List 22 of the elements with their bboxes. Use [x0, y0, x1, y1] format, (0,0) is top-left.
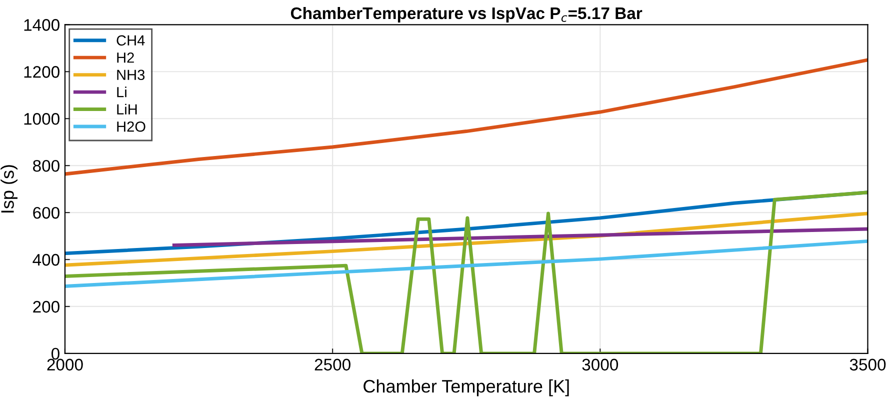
legend-label: CH4 [116, 35, 145, 46]
x-axis-title: Chamber Temperature [K] [364, 379, 569, 396]
x-tick-label: 2500 [314, 358, 350, 371]
legend-label: H2O [117, 121, 146, 132]
chart-title: ChamberTemperature vs IspVac P$_{c}$=5.17 Bar [290, 6, 642, 22]
y-axis-title: Isp (s) [0, 165, 18, 212]
y-tick-label: 0 [51, 348, 60, 360]
y-tick-label: 1400 [24, 19, 60, 31]
legend-label: H2 [117, 52, 134, 63]
y-tick-label: 1200 [24, 66, 60, 78]
y-tick-label: 600 [33, 206, 60, 219]
legend-label: Li [117, 86, 126, 98]
x-tick-label: 2000 [47, 358, 83, 371]
x-tick-label: 3000 [582, 358, 618, 371]
line-series [64, 239, 868, 288]
y-tick-label: 400 [32, 254, 60, 266]
y-tick-label: 200 [33, 300, 60, 313]
x-tick-label: 3500 [850, 358, 886, 371]
legend-label: NH3 [117, 70, 145, 80]
y-tick-label: 1000 [24, 113, 60, 125]
legend-label: LiH [117, 104, 137, 114]
y-tick-label: 800 [33, 160, 60, 172]
